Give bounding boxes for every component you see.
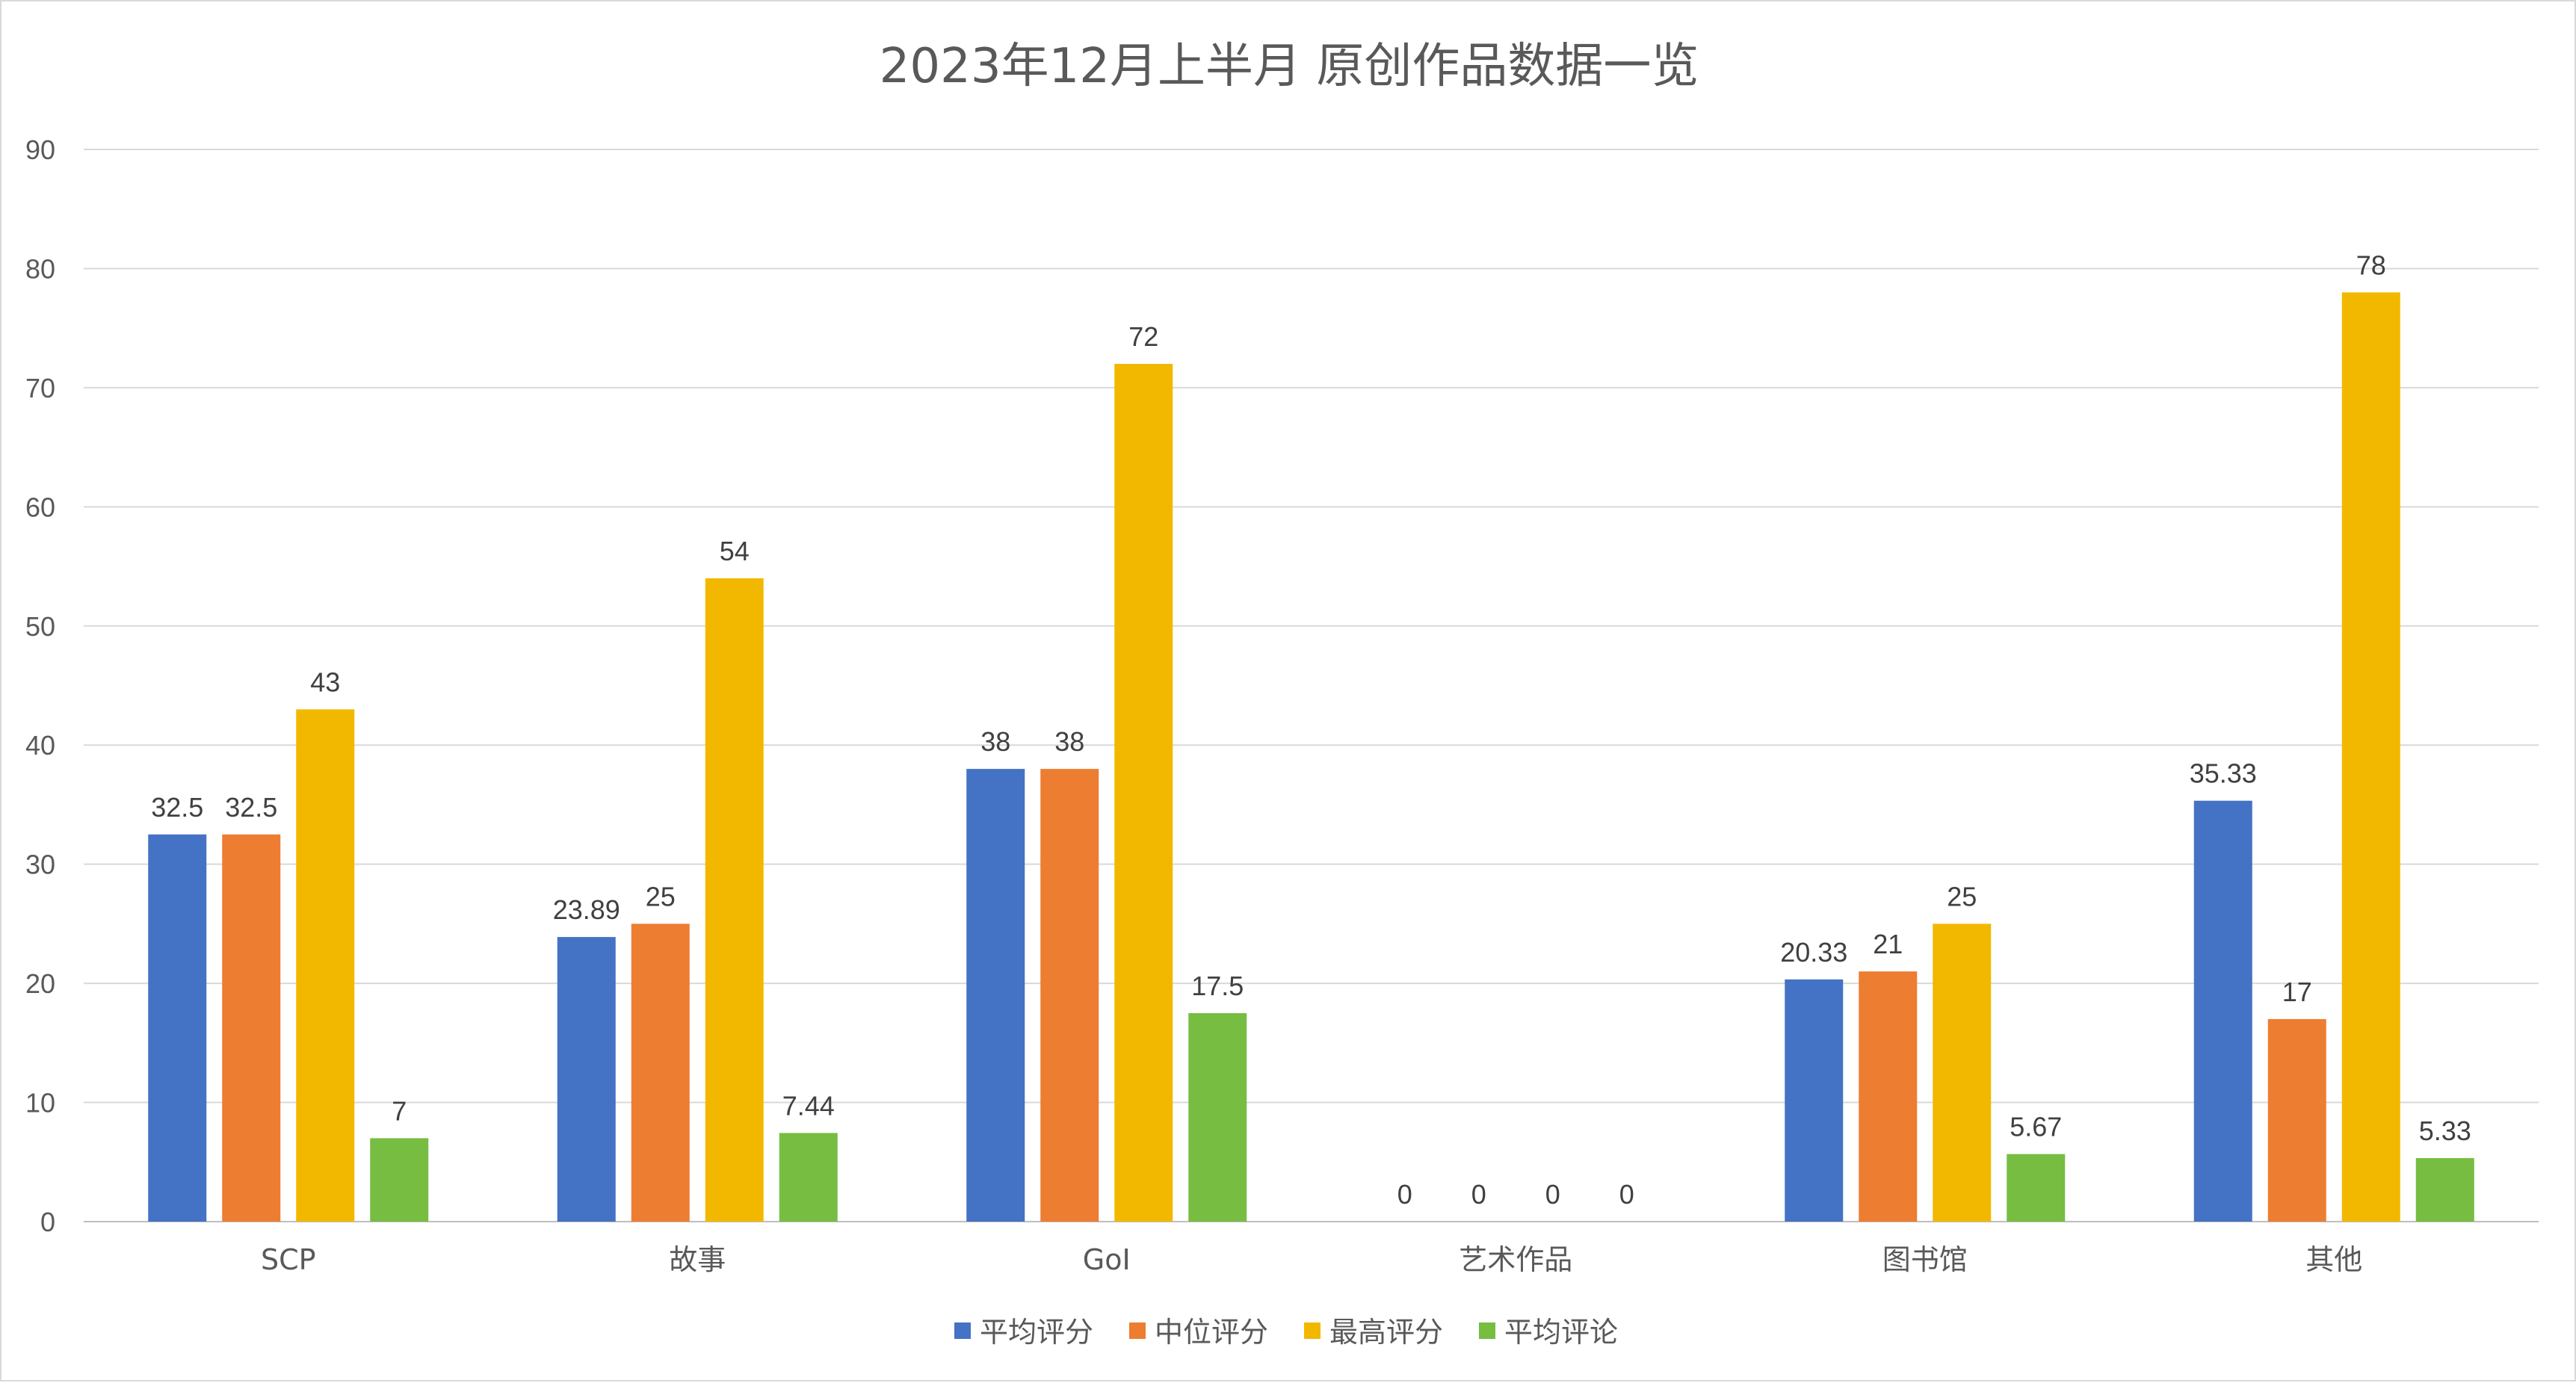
y-tick-label: 80: [25, 253, 55, 284]
legend-label: 平均评分: [980, 1316, 1093, 1349]
legend-swatch: [1479, 1322, 1495, 1339]
data-label: 38: [980, 726, 1010, 757]
category-label: 故事: [669, 1243, 726, 1276]
legend-swatch: [954, 1322, 971, 1339]
data-label: 5.67: [2010, 1112, 2062, 1142]
data-label: 35.33: [2190, 758, 2257, 789]
bar-0-2: [296, 709, 355, 1222]
data-label: 43: [310, 666, 340, 697]
data-label: 72: [1128, 321, 1158, 352]
data-label: 25: [1947, 881, 1977, 912]
data-label: 7.44: [782, 1090, 835, 1121]
y-tick-label: 0: [40, 1207, 55, 1237]
legend-swatch: [1129, 1322, 1146, 1339]
data-label: 25: [646, 881, 676, 912]
bar-1-0: [557, 937, 616, 1222]
data-label: 0: [1619, 1179, 1634, 1210]
legend-item-3: 平均评论: [1479, 1316, 1618, 1349]
y-tick-label: 40: [25, 730, 55, 761]
chart-title: 2023年12月上半月 原创作品数据一览: [880, 39, 1699, 94]
data-label: 32.5: [151, 792, 203, 823]
y-tick-label: 90: [25, 134, 55, 165]
category-label: SCP: [261, 1243, 316, 1276]
category-label: 其他: [2305, 1243, 2362, 1276]
data-label: 21: [1873, 929, 1903, 959]
legend: 平均评分 中位评分 最高评分 平均评论: [954, 1316, 1618, 1349]
legend-item-2: 最高评分: [1304, 1316, 1443, 1349]
y-tick-label: 60: [25, 492, 55, 522]
y-axis-ticks: 0 10 20 30 40 50 60 70 80 90: [25, 134, 55, 1237]
y-tick-label: 70: [25, 373, 55, 403]
data-label: 17.5: [1191, 971, 1244, 1001]
data-label: 0: [1545, 1179, 1560, 1210]
data-label: 17: [2282, 977, 2312, 1007]
category-label: GoI: [1083, 1243, 1131, 1276]
bars: [148, 292, 2474, 1222]
data-label: 0: [1471, 1179, 1486, 1210]
bar-5-1: [2267, 1018, 2326, 1222]
data-labels: 32.5 32.5 43 7 23.89 25 54 7.44 38 38 72 17.5 0 0 0 0 20…: [151, 250, 2471, 1210]
data-label: 0: [1397, 1179, 1412, 1210]
bar-2-2: [1114, 364, 1173, 1222]
data-label: 20.33: [1780, 937, 1847, 968]
bar-5-3: [2415, 1158, 2474, 1222]
bar-4-0: [1785, 979, 1844, 1222]
legend-swatch: [1304, 1322, 1321, 1339]
bar-0-0: [148, 834, 207, 1222]
legend-label: 最高评分: [1329, 1316, 1443, 1349]
bar-1-3: [779, 1133, 838, 1222]
bar-4-1: [1859, 971, 1918, 1222]
data-label: 7: [392, 1095, 407, 1126]
bar-5-2: [2341, 292, 2400, 1222]
y-tick-label: 10: [25, 1088, 55, 1119]
legend-item-0: 平均评分: [954, 1316, 1093, 1349]
bar-1-1: [631, 923, 690, 1222]
data-label: 32.5: [225, 792, 277, 823]
y-tick-label: 20: [25, 968, 55, 999]
y-tick-label: 30: [25, 850, 55, 880]
bar-0-1: [222, 834, 281, 1222]
legend-label: 中位评分: [1155, 1316, 1268, 1349]
legend-item-1: 中位评分: [1129, 1316, 1268, 1349]
data-label: 38: [1054, 726, 1084, 757]
gridlines: [84, 149, 2539, 1222]
data-label: 23.89: [553, 894, 620, 925]
data-label: 54: [720, 536, 750, 566]
bar-2-1: [1040, 769, 1099, 1222]
bar-2-0: [966, 769, 1025, 1222]
bar-4-2: [1933, 923, 1992, 1222]
category-label: 图书馆: [1882, 1243, 1968, 1276]
bar-0-3: [370, 1138, 429, 1222]
y-tick-label: 50: [25, 611, 55, 642]
legend-label: 平均评论: [1504, 1316, 1618, 1349]
bar-4-3: [2007, 1154, 2066, 1222]
bar-5-0: [2193, 800, 2252, 1222]
data-label: 5.33: [2419, 1116, 2471, 1146]
data-label: 78: [2356, 250, 2386, 280]
bar-2-3: [1188, 1012, 1247, 1222]
bar-1-2: [705, 578, 764, 1222]
category-label: 艺术作品: [1459, 1243, 1572, 1276]
x-axis-categories: SCP 故事 GoI 艺术作品 图书馆 其他: [261, 1243, 2362, 1276]
